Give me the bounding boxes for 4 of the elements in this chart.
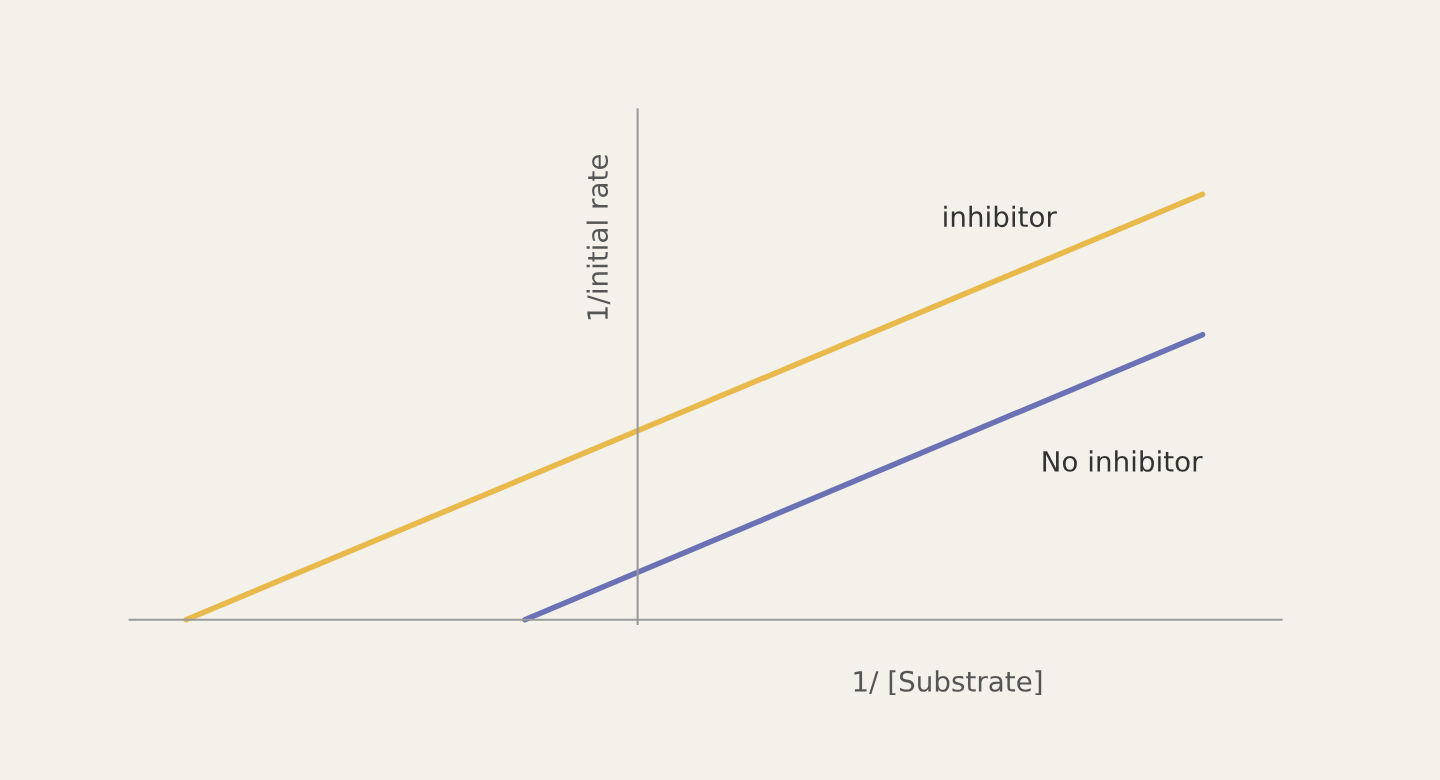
x-axis-title: 1/ [Substrate]: [854, 670, 1042, 696]
y-axis-title: 1/initial rate: [586, 155, 611, 320]
series-label: No inhibitor: [1043, 450, 1203, 472]
series-label: inhibitor: [944, 205, 1057, 228]
